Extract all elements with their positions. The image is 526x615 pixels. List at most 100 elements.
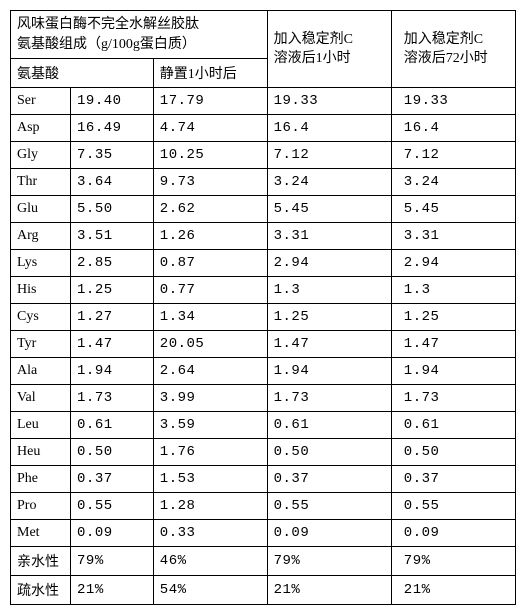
cell-b: 1.47 [71, 331, 154, 358]
main-title-cell: 风味蛋白酶不完全水解丝胶肽 氨基酸组成（g/100g蛋白质） [11, 11, 268, 59]
table-row: Ser19.4017.7919.3319.33 [11, 88, 516, 115]
table-row: Tyr1.4720.051.471.47 [11, 331, 516, 358]
cell-e: 1.3 [391, 277, 515, 304]
cell-d: 0.37 [267, 466, 391, 493]
cell-c: 46% [153, 547, 267, 576]
cell-d: 79% [267, 547, 391, 576]
cell-e: 1.73 [391, 385, 515, 412]
cell-b: 1.73 [71, 385, 154, 412]
cell-b: 1.27 [71, 304, 154, 331]
cell-c: 4.74 [153, 115, 267, 142]
cell-a: Ser [11, 88, 71, 115]
cell-d: 1.47 [267, 331, 391, 358]
cell-b: 79% [71, 547, 154, 576]
table-row: 亲水性79%46%79%79% [11, 547, 516, 576]
table-row: Gly7.3510.257.127.12 [11, 142, 516, 169]
cell-d: 21% [267, 576, 391, 605]
cell-d: 19.33 [267, 88, 391, 115]
cell-c: 10.25 [153, 142, 267, 169]
cell-c: 2.62 [153, 196, 267, 223]
cell-c: 17.79 [153, 88, 267, 115]
cell-d: 0.50 [267, 439, 391, 466]
cell-a: Heu [11, 439, 71, 466]
cell-d: 1.94 [267, 358, 391, 385]
sub-right-header: 静置1小时后 [153, 59, 267, 88]
cell-e: 7.12 [391, 142, 515, 169]
cell-c: 1.26 [153, 223, 267, 250]
cell-e: 2.94 [391, 250, 515, 277]
cell-c: 1.34 [153, 304, 267, 331]
cell-e: 3.31 [391, 223, 515, 250]
cell-e: 0.50 [391, 439, 515, 466]
cell-a: 亲水性 [11, 547, 71, 576]
cell-b: 0.61 [71, 412, 154, 439]
cell-d: 1.73 [267, 385, 391, 412]
cell-a: Pro [11, 493, 71, 520]
col-d-line2: 溶液后1小时 [274, 51, 351, 66]
cell-a: His [11, 277, 71, 304]
cell-e: 0.55 [391, 493, 515, 520]
cell-e: 3.24 [391, 169, 515, 196]
cell-d: 5.45 [267, 196, 391, 223]
cell-c: 0.77 [153, 277, 267, 304]
cell-e: 1.94 [391, 358, 515, 385]
col-d-line1: 加入稳定剂C [274, 32, 353, 47]
table-row: Pro0.551.280.550.55 [11, 493, 516, 520]
cell-e: 79% [391, 547, 515, 576]
cell-d: 0.55 [267, 493, 391, 520]
cell-d: 1.25 [267, 304, 391, 331]
cell-d: 3.31 [267, 223, 391, 250]
cell-e: 21% [391, 576, 515, 605]
col-e-line2: 溶液后72小时 [404, 51, 488, 66]
cell-b: 0.55 [71, 493, 154, 520]
cell-a: Asp [11, 115, 71, 142]
cell-b: 5.50 [71, 196, 154, 223]
cell-b: 0.50 [71, 439, 154, 466]
col-e-header: 加入稳定剂C 溶液后72小时 [391, 11, 515, 88]
cell-d: 16.4 [267, 115, 391, 142]
table-row: Leu0.613.590.610.61 [11, 412, 516, 439]
table-row: 疏水性21%54%21%21% [11, 576, 516, 605]
cell-b: 16.49 [71, 115, 154, 142]
cell-b: 3.51 [71, 223, 154, 250]
table-row: Glu5.502.625.455.45 [11, 196, 516, 223]
header-row-1: 风味蛋白酶不完全水解丝胶肽 氨基酸组成（g/100g蛋白质） 加入稳定剂C 溶液… [11, 11, 516, 59]
cell-b: 1.25 [71, 277, 154, 304]
table-row: Val1.733.991.731.73 [11, 385, 516, 412]
cell-b: 2.85 [71, 250, 154, 277]
cell-e: 1.25 [391, 304, 515, 331]
cell-a: Cys [11, 304, 71, 331]
main-title-line1: 风味蛋白酶不完全水解丝胶肽 [17, 17, 199, 32]
cell-d: 2.94 [267, 250, 391, 277]
cell-c: 1.76 [153, 439, 267, 466]
cell-a: Leu [11, 412, 71, 439]
cell-e: 19.33 [391, 88, 515, 115]
table-row: Cys1.271.341.251.25 [11, 304, 516, 331]
table-row: His1.250.771.31.3 [11, 277, 516, 304]
cell-c: 54% [153, 576, 267, 605]
cell-a: Tyr [11, 331, 71, 358]
col-e-line1: 加入稳定剂C [404, 32, 483, 47]
cell-d: 7.12 [267, 142, 391, 169]
table-row: Asp16.494.7416.416.4 [11, 115, 516, 142]
cell-c: 20.05 [153, 331, 267, 358]
cell-d: 1.3 [267, 277, 391, 304]
cell-c: 3.59 [153, 412, 267, 439]
table-row: Thr3.649.733.243.24 [11, 169, 516, 196]
cell-c: 1.28 [153, 493, 267, 520]
table-row: Lys2.850.872.942.94 [11, 250, 516, 277]
cell-d: 3.24 [267, 169, 391, 196]
sub-left-header: 氨基酸 [11, 59, 154, 88]
col-d-header: 加入稳定剂C 溶液后1小时 [267, 11, 391, 88]
cell-c: 3.99 [153, 385, 267, 412]
main-title-line2: 氨基酸组成（g/100g蛋白质） [17, 37, 196, 52]
cell-e: 5.45 [391, 196, 515, 223]
cell-c: 2.64 [153, 358, 267, 385]
cell-b: 0.37 [71, 466, 154, 493]
table-row: Heu0.501.760.500.50 [11, 439, 516, 466]
cell-a: Thr [11, 169, 71, 196]
cell-e: 0.37 [391, 466, 515, 493]
cell-a: Val [11, 385, 71, 412]
cell-b: 21% [71, 576, 154, 605]
cell-d: 0.61 [267, 412, 391, 439]
